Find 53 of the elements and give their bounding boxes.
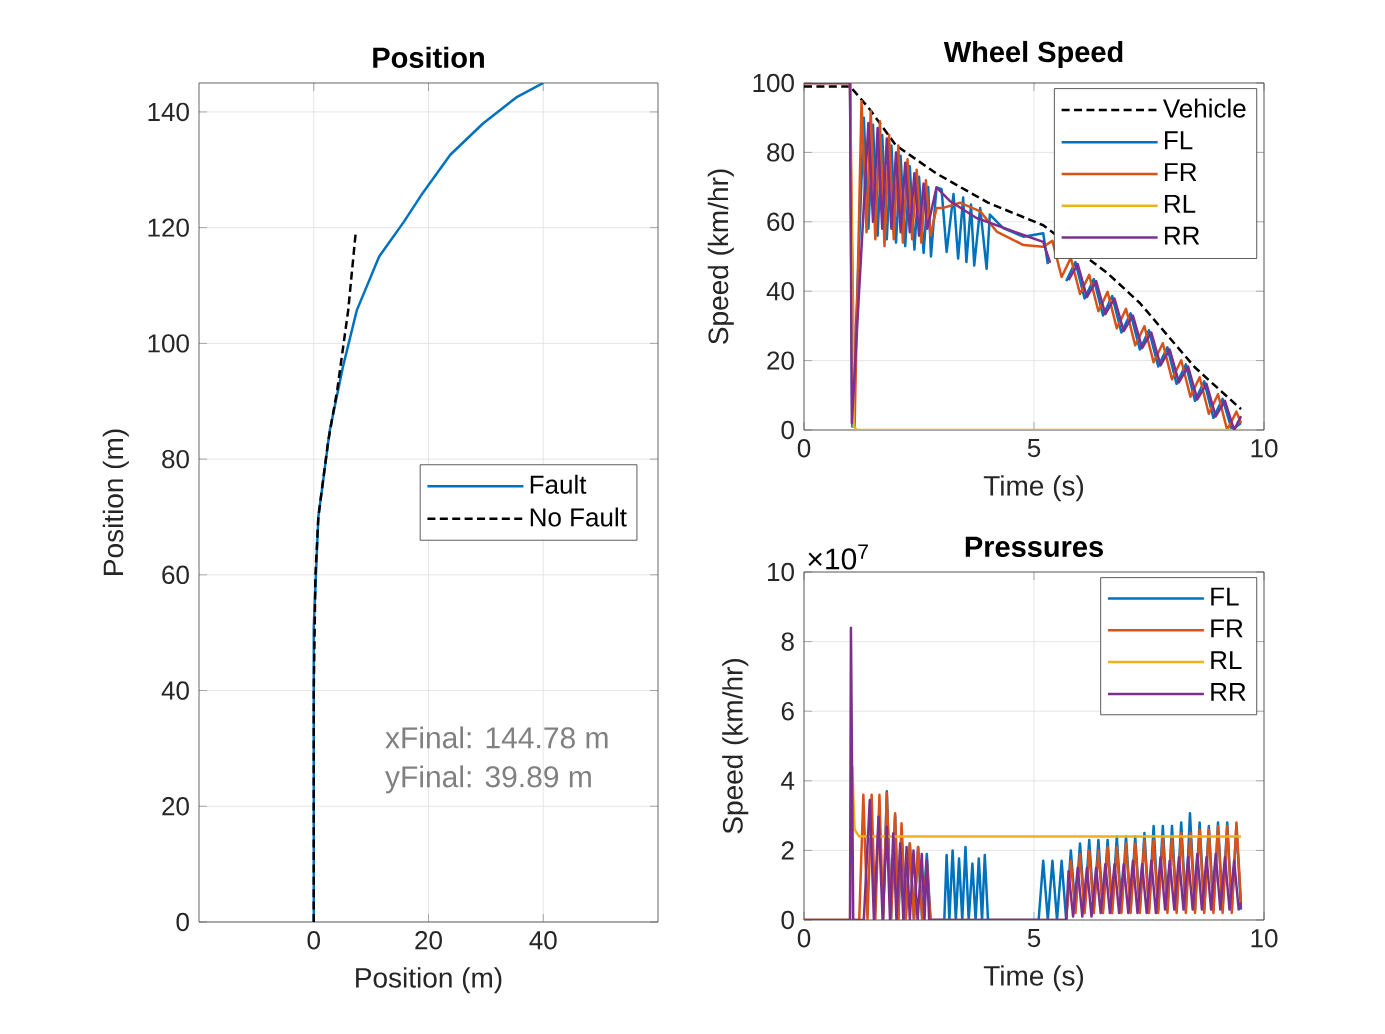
y-axis-title: Position (m) xyxy=(102,429,129,575)
y-axis-title: Speed (km/hr) xyxy=(707,169,734,344)
legend-label: FL xyxy=(1165,131,1193,150)
line-series xyxy=(312,232,357,922)
x-tick-label: 40 xyxy=(529,931,557,950)
legend-label: Fault xyxy=(530,474,587,494)
x-tick-label: 10 xyxy=(1251,439,1278,458)
x-tick-label: 0 xyxy=(797,439,811,458)
y-tick-label: 140 xyxy=(148,102,189,122)
legend-label: RL xyxy=(1211,651,1242,670)
x-tick-label: 20 xyxy=(415,931,442,950)
chart-title: Position xyxy=(373,46,484,68)
y-tick-label: 40 xyxy=(766,281,794,301)
legend-label: FR xyxy=(1165,163,1197,182)
text: ×10$^{7}$ xyxy=(808,544,868,570)
y-tick-label: 80 xyxy=(767,143,794,162)
y-tick-label: 80 xyxy=(162,449,189,469)
y-tick-label: 40 xyxy=(161,681,189,700)
legend-label: RL xyxy=(1165,194,1196,213)
x-tick-label: 5 xyxy=(1027,929,1041,948)
y-tick-label: 0 xyxy=(781,420,794,440)
y-tick-label: 0 xyxy=(781,910,794,930)
x-tick-label: 5 xyxy=(1027,439,1041,458)
x-axis-title: Time (s) xyxy=(983,475,1084,502)
y-tick-label: 2 xyxy=(781,841,794,860)
y-tick-label: 6 xyxy=(781,701,794,721)
y-axis-title: Speed (km/hr) xyxy=(722,659,749,834)
y-tick-label: 20 xyxy=(767,351,794,370)
annotation: xFinal: 144.78 m xyxy=(385,726,608,749)
y-tick-label: 4 xyxy=(781,771,795,790)
y-tick-label: 100 xyxy=(148,334,189,353)
x-axis-title: Time (s) xyxy=(983,965,1084,992)
y-tick-label: 8 xyxy=(781,632,794,651)
x-tick-label: 0 xyxy=(307,931,320,950)
y-tick-label: 100 xyxy=(753,73,794,93)
annotation: yFinal: 39.89 m xyxy=(385,765,591,794)
legend-label: FL xyxy=(1211,587,1239,606)
legend-label: FR xyxy=(1211,619,1243,638)
y-tick-label: 20 xyxy=(162,797,189,816)
chart-title: Wheel Speed xyxy=(943,40,1123,68)
x-tick-label: 10 xyxy=(1251,929,1278,948)
legend-label: RR xyxy=(1165,226,1200,245)
y-tick-label: 10 xyxy=(768,562,794,582)
y-tick-label: 120 xyxy=(148,218,189,237)
y-tick-label: 60 xyxy=(767,212,794,231)
legend-label: RR xyxy=(1211,682,1246,701)
x-axis-title: Position (m) xyxy=(356,967,502,994)
y-tick-label: 60 xyxy=(162,565,189,585)
chart-title: Pressures xyxy=(965,536,1103,557)
legend-label: Vehicle xyxy=(1163,98,1246,118)
x-tick-label: 0 xyxy=(797,929,811,948)
legend-label: No Fault xyxy=(530,507,627,527)
y-tick-label: 0 xyxy=(176,912,189,932)
